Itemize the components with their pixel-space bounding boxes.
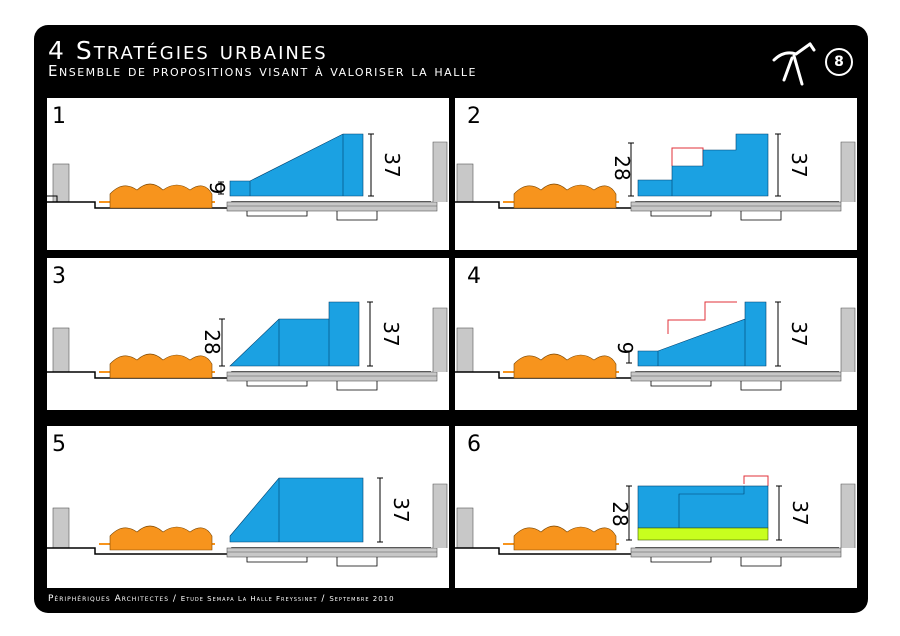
strategy-panel-5: 37 5 [47, 426, 449, 588]
panel-number: 5 [52, 432, 66, 457]
panel-number: 6 [467, 432, 481, 457]
footer-credits: Périphériques Architectes / Etude Semapa… [48, 594, 395, 604]
street-section [455, 307, 856, 391]
proposal-volume [637, 485, 769, 529]
dimension-label-large: 37 [787, 321, 811, 346]
strategy-panel-3: 28 37 3 [47, 258, 449, 410]
page-subtitle: Ensemble de propositions visant à valori… [48, 62, 477, 80]
dimension-small [626, 485, 632, 541]
halle-shape [99, 525, 215, 551]
dimension-label-large: 37 [787, 152, 811, 177]
street-section [455, 141, 856, 221]
dimension-large [775, 301, 781, 367]
dimension-large [367, 301, 373, 367]
dimension-label-large: 37 [788, 500, 812, 525]
dimension-label-small: 9 [205, 182, 229, 195]
ghost-outline [671, 147, 704, 166]
dimension-label-small: 28 [200, 329, 224, 354]
dimension-large [368, 133, 374, 197]
panel-number: 1 [52, 104, 66, 129]
proposal-volume [229, 477, 364, 543]
street-section [455, 483, 856, 567]
ghost-outline [743, 475, 769, 486]
dimension-label-small: 28 [608, 501, 632, 526]
dimension-small [219, 318, 225, 367]
page-title: 4 Stratégies urbaines [48, 36, 328, 65]
dimension-label-large: 37 [380, 152, 404, 177]
dimension-large [377, 477, 383, 543]
dimension-small [626, 350, 632, 364]
page-number-badge: 8 [825, 48, 853, 76]
strategy-panel-2: 28 37 2 [455, 98, 857, 250]
halle-shape [99, 183, 215, 209]
footer-separator: / [172, 594, 177, 604]
dimension-label-large: 37 [389, 497, 413, 522]
green-band [637, 527, 769, 541]
proposal-volume [637, 301, 767, 367]
dimension-large [775, 133, 781, 197]
panel-number: 3 [52, 264, 66, 289]
strategy-panel-4: 9 37 4 [455, 258, 857, 410]
street-section [47, 307, 448, 391]
panel-number: 2 [467, 104, 481, 129]
pliers-icon [772, 42, 816, 86]
dimension-label-large: 37 [379, 321, 403, 346]
proposal-volume [229, 301, 360, 367]
strategy-panel-6: 28 37 6 [455, 426, 857, 588]
dimension-label-small: 28 [610, 155, 634, 180]
footer-study: Etude Semapa La Halle Freyssinet [180, 595, 318, 603]
halle-shape [99, 353, 215, 379]
footer-separator: / [321, 594, 326, 604]
dimension-large [776, 485, 782, 541]
halle-shape [503, 525, 619, 551]
footer-date: Septembre 2010 [329, 595, 395, 603]
strategy-panel-1: 9 37 1 [47, 98, 449, 250]
proposal-volume [229, 133, 364, 197]
dimension-small [218, 181, 224, 195]
panel-number: 4 [467, 264, 481, 289]
halle-shape [503, 183, 619, 209]
dimension-small [628, 142, 634, 197]
street-section [47, 483, 448, 567]
dimension-label-small: 9 [613, 342, 637, 355]
ghost-outline [667, 301, 737, 334]
halle-shape [503, 353, 619, 379]
footer-firm: Périphériques Architectes [48, 594, 169, 604]
proposal-volume [637, 133, 769, 197]
